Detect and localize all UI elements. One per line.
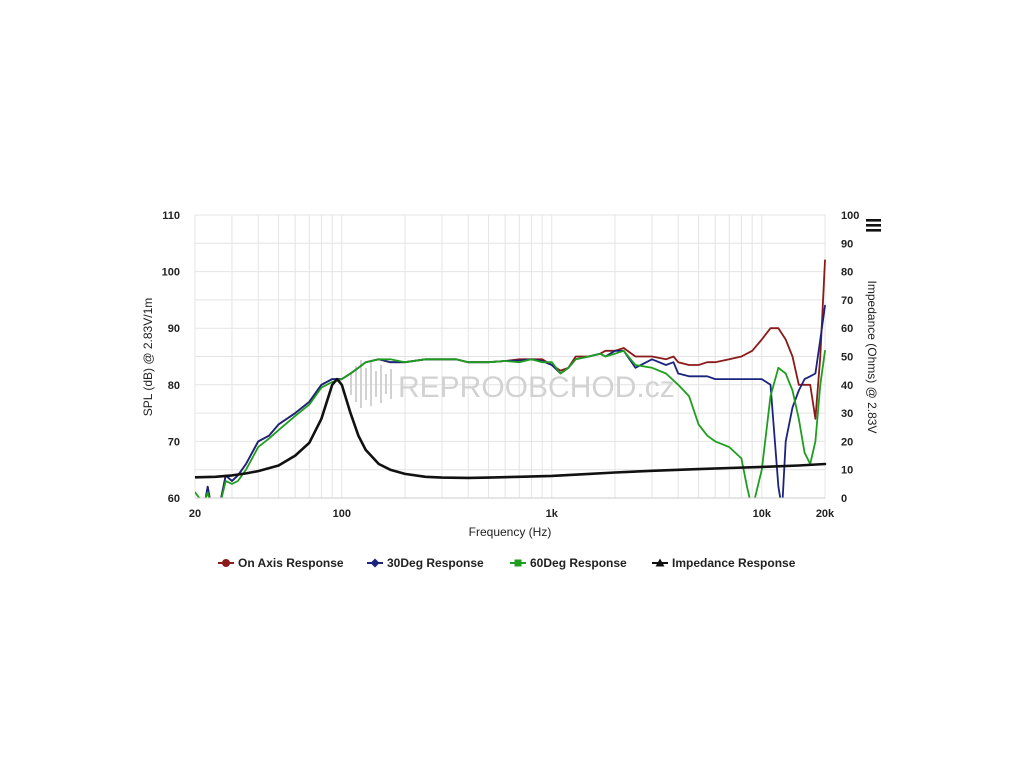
legend-circle-marker-icon: [222, 559, 230, 567]
legend: On Axis Response 30Deg Response 60Deg Resp…: [218, 556, 796, 570]
y-right-tick-label: 20: [841, 436, 853, 448]
watermark-logo-icon: [350, 360, 392, 408]
y-right-tick-label: 40: [841, 380, 853, 392]
series-line-60deg-response: [195, 349, 826, 498]
chart-menu-button[interactable]: [864, 216, 884, 236]
legend-triangle-marker-icon: [655, 558, 665, 567]
watermark-text: REPROOBCHOD.cz: [398, 371, 675, 404]
series-line-impedance-response: [195, 377, 827, 480]
y-left-tick-label: 70: [168, 436, 180, 448]
x-tick-label: 10k: [753, 508, 772, 520]
legend-item-on-axis-response[interactable]: On Axis Response: [218, 556, 344, 570]
x-axis-title: Frequency (Hz): [469, 525, 552, 539]
y-right-tick-label: 50: [841, 352, 853, 364]
series-lines: [195, 259, 827, 498]
legend-square-marker-icon: [514, 559, 522, 567]
y-left-tick-label: 80: [168, 380, 180, 392]
y-right-tick-label: 10: [841, 465, 853, 477]
legend-diamond-marker-icon: [370, 558, 380, 568]
x-tick-label: 100: [333, 508, 351, 520]
y-left-tick-label: 110: [162, 210, 180, 222]
y-right-tick-label: 100: [841, 210, 859, 222]
series-line-30deg-response: [204, 304, 826, 498]
axes: 20 100 1k 10k 20k 60 70 80 90 100 110 0 10 20 30 40 50 60…: [162, 210, 860, 520]
y-right-tick-label: 80: [841, 267, 853, 279]
y-left-tick-label: 100: [162, 267, 180, 279]
grid: [194, 214, 826, 499]
legend-item-impedance-response[interactable]: Impedance Response: [652, 556, 796, 570]
y-axis-right-title: Impedance (Ohms) @ 2.83V: [865, 281, 879, 434]
y-right-tick-label: 90: [841, 238, 853, 250]
x-tick-label: 20: [189, 508, 201, 520]
legend-label: Impedance Response: [672, 556, 796, 570]
y-right-tick-label: 0: [841, 493, 847, 505]
legend-label: 30Deg Response: [387, 556, 484, 570]
y-left-tick-label: 60: [168, 493, 180, 505]
hamburger-menu-icon: [866, 219, 881, 232]
legend-item-60deg-response[interactable]: 60Deg Response: [510, 556, 627, 570]
y-axis-left-title: SPL (dB) @ 2.83V/1m: [141, 298, 155, 416]
y-right-tick-label: 30: [841, 408, 853, 420]
watermark: REPROOBCHOD.cz: [350, 360, 675, 408]
x-tick-label: 1k: [546, 508, 559, 520]
y-right-tick-label: 70: [841, 295, 853, 307]
legend-label: On Axis Response: [238, 556, 344, 570]
x-tick-label: 20k: [816, 508, 835, 520]
y-right-tick-label: 60: [841, 323, 853, 335]
y-left-tick-label: 90: [168, 323, 180, 335]
legend-item-30deg-response[interactable]: 30Deg Response: [367, 556, 484, 570]
legend-label: 60Deg Response: [530, 556, 627, 570]
